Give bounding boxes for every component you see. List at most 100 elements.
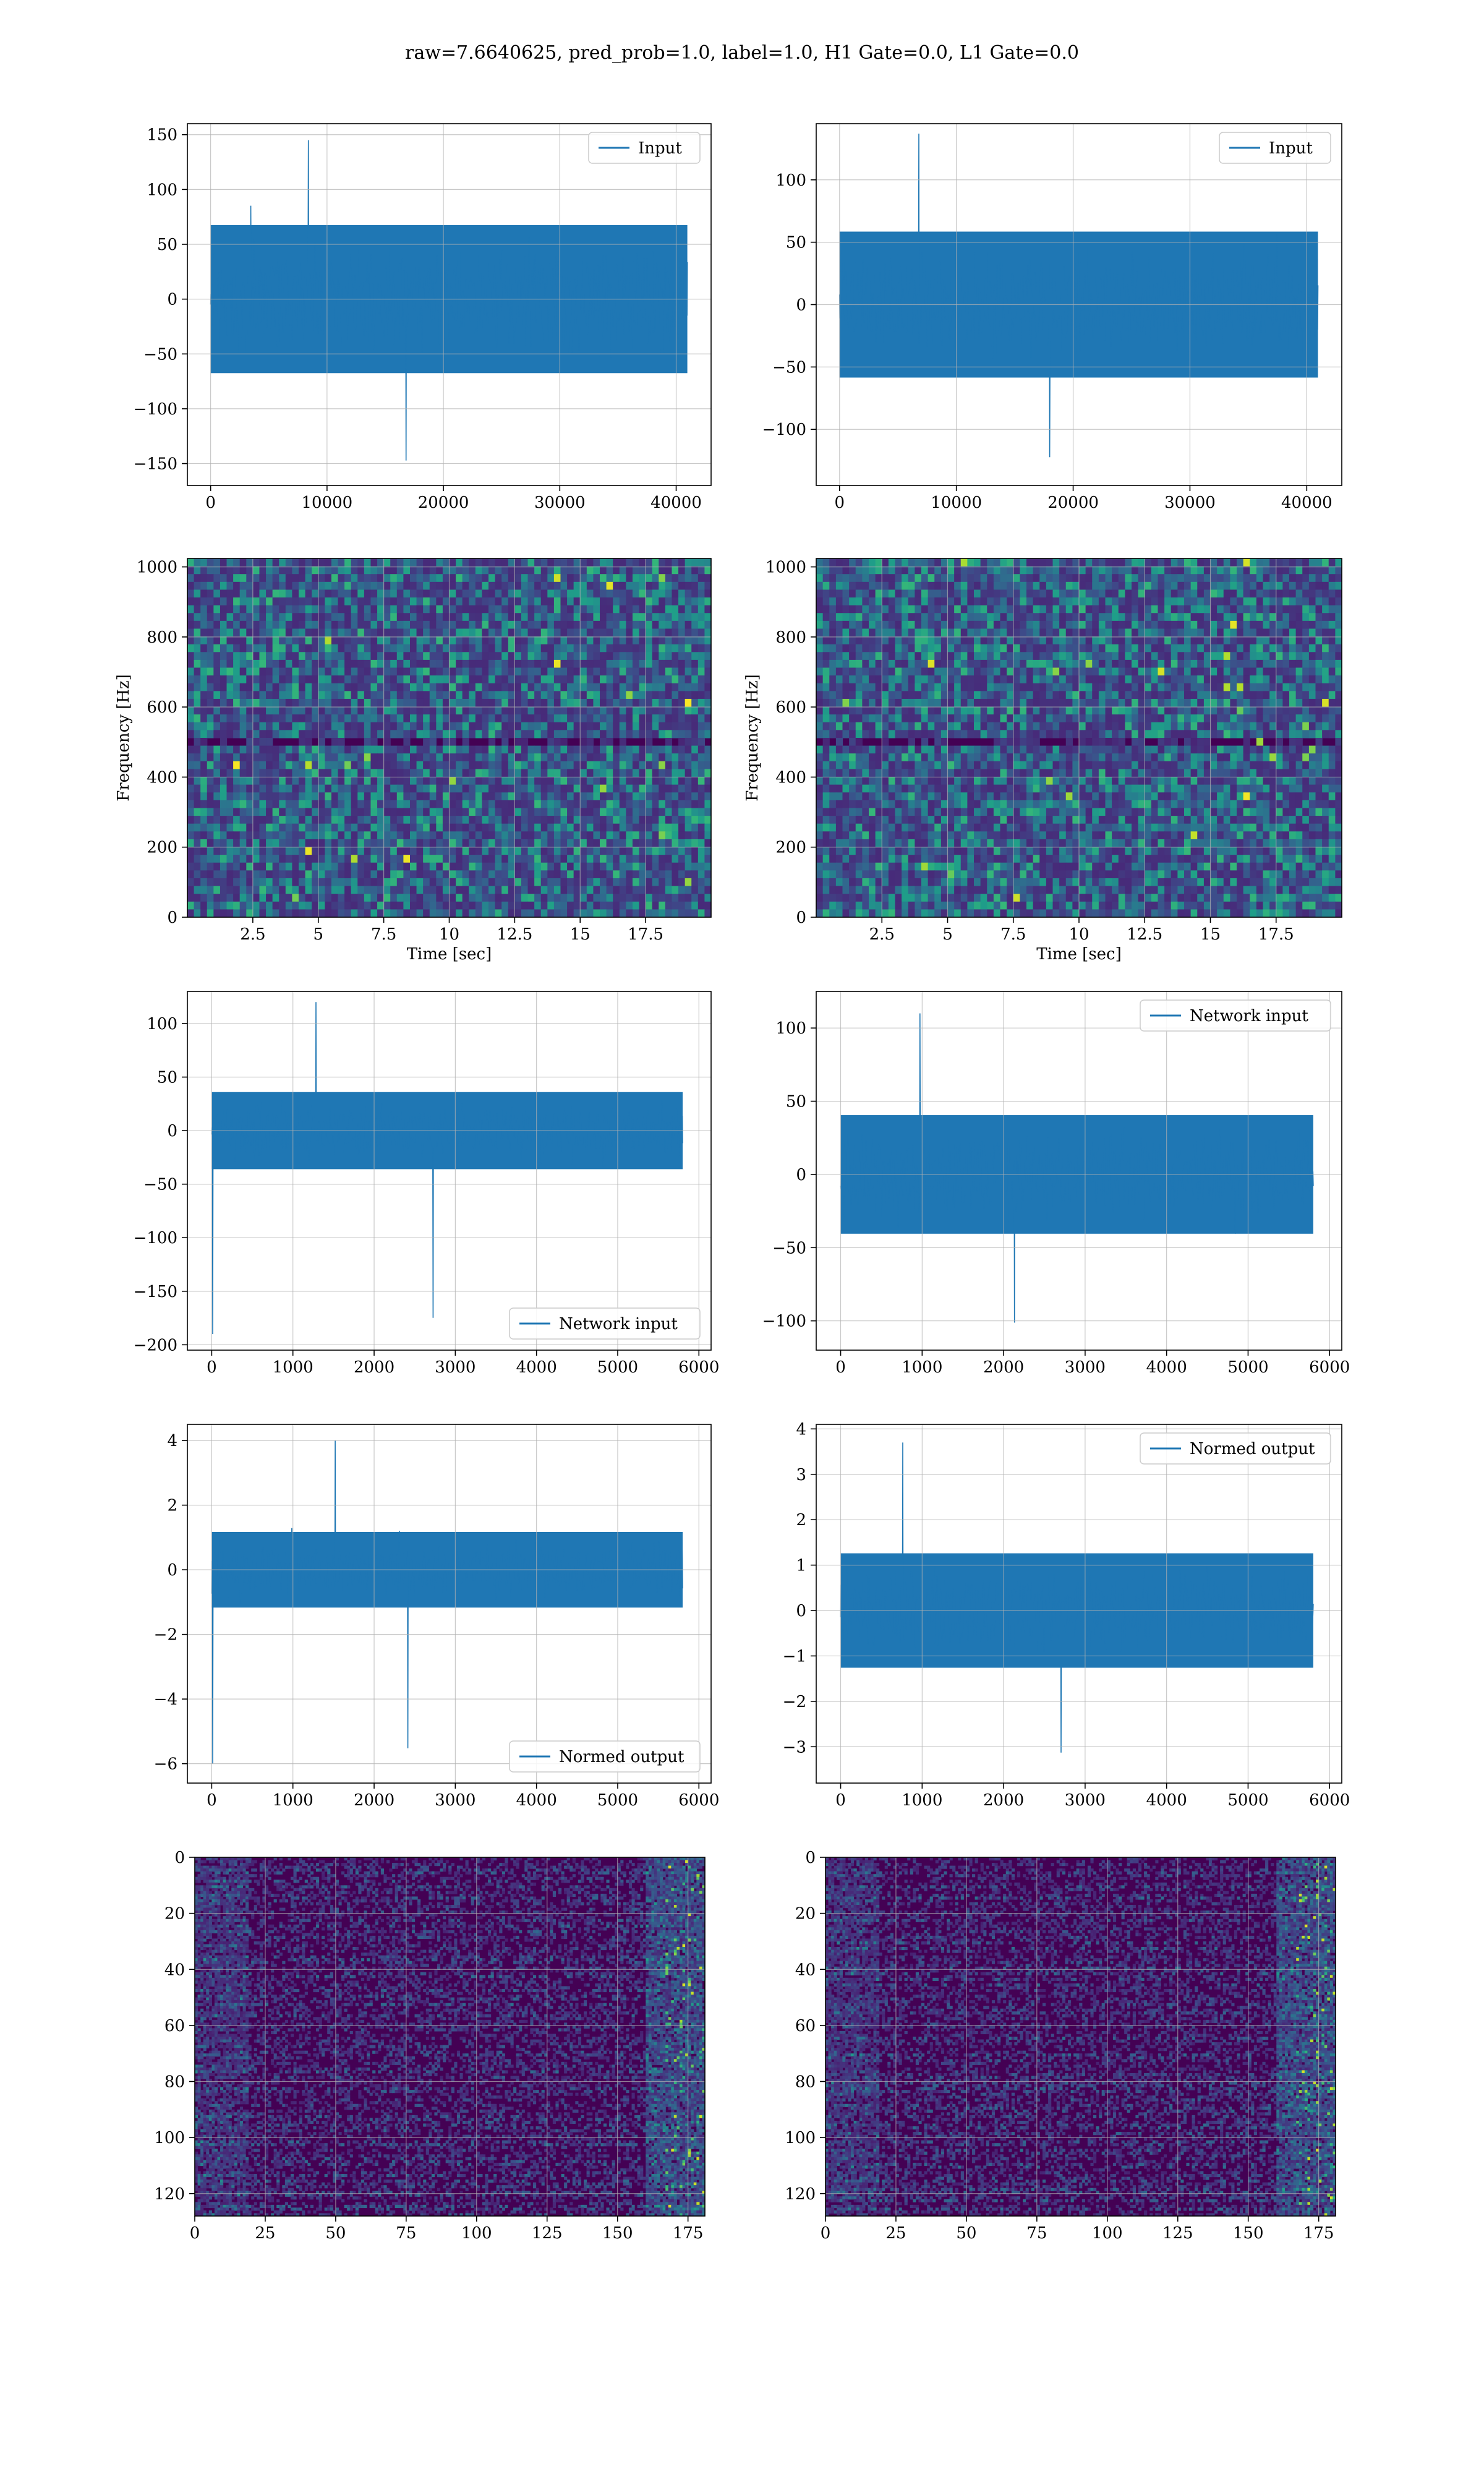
y-tick-label: 0 <box>796 1602 806 1620</box>
y-tick-label: 0 <box>796 909 806 927</box>
legend-label: Normed output <box>1190 1440 1315 1458</box>
legend-label: Input <box>638 139 682 158</box>
y-tick-label: 800 <box>147 628 177 647</box>
y-tick-label: 0 <box>167 1561 177 1580</box>
x-tick-label: 5000 <box>597 1791 638 1810</box>
x-tick-label: 20000 <box>418 494 469 512</box>
y-tick-label: 200 <box>775 839 806 857</box>
x-tick-label: 5 <box>942 925 953 944</box>
y-tick-label: −100 <box>762 1312 806 1331</box>
y-tick-label: 50 <box>157 236 177 254</box>
legend: Input <box>589 132 700 163</box>
legend: Input <box>1219 132 1331 163</box>
legend: Normed output <box>510 1741 700 1772</box>
y-tick-label: 50 <box>786 1093 806 1111</box>
y-tick-label: −100 <box>134 400 177 419</box>
y-tick-label: 100 <box>147 1015 177 1033</box>
x-tick-label: 2000 <box>983 1358 1024 1377</box>
y-tick-label: 0 <box>167 909 177 927</box>
x-tick-label: 175 <box>1303 2224 1334 2243</box>
x-tick-label: 1000 <box>902 1791 942 1810</box>
x-tick-label: 6000 <box>678 1791 719 1810</box>
x-tick-label: 125 <box>532 2224 563 2243</box>
x-tick-label: 2.5 <box>869 925 895 944</box>
x-tick-label: 4000 <box>516 1791 557 1810</box>
y-tick-label: 120 <box>785 2185 816 2204</box>
y-tick-label: −50 <box>143 345 177 364</box>
x-tick-label: 6000 <box>678 1358 719 1377</box>
x-tick-label: 7.5 <box>1000 925 1026 944</box>
y-tick-label: 1 <box>796 1557 806 1575</box>
x-tick-label: 5 <box>313 925 323 944</box>
legend: Network input <box>1140 1000 1331 1031</box>
x-tick-label: 2000 <box>983 1791 1024 1810</box>
legend: Network input <box>510 1308 700 1339</box>
x-tick-label: 2000 <box>354 1358 394 1377</box>
series-line <box>211 140 688 461</box>
x-tick-label: 0 <box>835 1358 846 1377</box>
x-tick-label: 12.5 <box>497 925 532 944</box>
legend-label: Normed output <box>559 1748 684 1766</box>
y-axis-label: Frequency [Hz] <box>743 674 762 802</box>
x-tick-label: 75 <box>1026 2224 1047 2243</box>
y-tick-label: −2 <box>154 1626 177 1645</box>
x-tick-label: 2000 <box>354 1791 394 1810</box>
plot-area <box>211 1440 683 1764</box>
y-tick-label: −1 <box>783 1647 806 1666</box>
y-tick-label: 0 <box>174 1849 185 1867</box>
y-tick-label: 0 <box>796 296 806 315</box>
y-tick-label: 200 <box>147 839 177 857</box>
x-tick-label: 10 <box>439 925 459 944</box>
y-tick-label: 80 <box>795 2073 816 2092</box>
y-tick-label: 600 <box>147 698 177 717</box>
y-tick-label: −50 <box>772 358 806 377</box>
x-tick-label: 3000 <box>435 1791 475 1810</box>
y-tick-label: 400 <box>147 768 177 787</box>
y-tick-label: −2 <box>783 1693 806 1711</box>
x-tick-label: 1000 <box>273 1791 313 1810</box>
y-tick-label: 2 <box>796 1511 806 1529</box>
x-tick-label: 75 <box>396 2224 416 2243</box>
y-axis-label: Frequency [Hz] <box>114 674 133 802</box>
x-tick-label: 2.5 <box>240 925 265 944</box>
y-tick-label: 120 <box>154 2185 185 2204</box>
y-tick-label: 3 <box>796 1466 806 1484</box>
x-tick-label: 40000 <box>1281 494 1333 512</box>
x-tick-label: 0 <box>835 494 845 512</box>
x-tick-label: 6000 <box>1309 1358 1350 1377</box>
x-tick-label: 20000 <box>1047 494 1099 512</box>
x-tick-label: 5000 <box>1227 1358 1268 1377</box>
y-tick-label: 40 <box>795 1961 816 1979</box>
y-tick-label: 100 <box>154 2129 185 2147</box>
x-tick-label: 3000 <box>1065 1358 1106 1377</box>
y-tick-label: 100 <box>147 181 177 199</box>
y-tick-label: 4 <box>796 1420 806 1439</box>
x-tick-label: 3000 <box>435 1358 475 1377</box>
y-tick-label: 60 <box>164 2017 185 2035</box>
x-tick-label: 1000 <box>273 1358 313 1377</box>
x-tick-label: 30000 <box>1164 494 1216 512</box>
y-tick-label: −50 <box>772 1239 806 1257</box>
x-tick-label: 10000 <box>302 494 353 512</box>
y-tick-label: 60 <box>795 2017 816 2035</box>
x-tick-label: 175 <box>673 2224 704 2243</box>
heatmap-cells <box>825 1857 1336 2217</box>
x-tick-label: 30000 <box>534 494 586 512</box>
y-tick-label: 20 <box>795 1905 816 1923</box>
figure-title: raw=7.6640625, pred_prob=1.0, label=1.0,… <box>0 42 1484 64</box>
x-axis-label: Time [sec] <box>407 945 492 964</box>
legend: Normed output <box>1140 1433 1331 1464</box>
y-tick-label: 100 <box>785 2129 816 2147</box>
x-tick-label: 10 <box>1068 925 1089 944</box>
x-tick-label: 150 <box>602 2224 633 2243</box>
y-tick-label: −150 <box>134 1283 177 1301</box>
y-tick-label: −200 <box>134 1336 177 1354</box>
y-tick-label: 50 <box>157 1069 177 1087</box>
x-tick-label: 100 <box>1092 2224 1123 2243</box>
